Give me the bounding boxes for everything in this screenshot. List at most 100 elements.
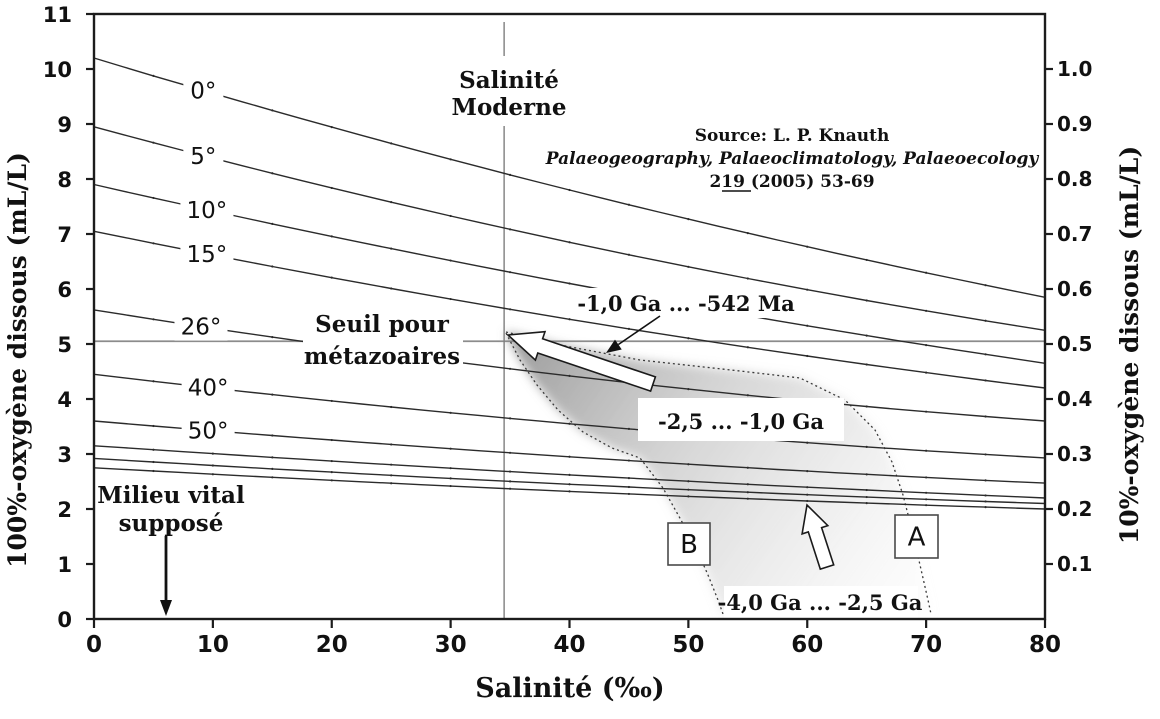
curve-point: [508, 367, 512, 370]
curve-point: [806, 499, 809, 503]
curve-point: [330, 276, 333, 279]
y-right-tick-label: 0.3: [1057, 442, 1092, 466]
curve-point: [984, 453, 987, 456]
curve-point: [806, 441, 809, 444]
curve-point: [687, 480, 690, 483]
curve-label-gap: [181, 416, 235, 445]
y-left-tick-label: 4: [57, 388, 72, 412]
curve-point: [271, 476, 274, 479]
curve-point: [330, 235, 333, 238]
curve-point: [330, 459, 333, 463]
curve-point: [152, 424, 155, 428]
y-right-tick-label: 0.9: [1057, 112, 1092, 136]
curve-point: [984, 415, 987, 418]
curve-point: [568, 282, 571, 285]
temperature-curve-50°: [93, 420, 1046, 484]
temperature-label: 50°: [188, 418, 229, 444]
curve-point: [211, 473, 214, 476]
x-tick-label: 10: [197, 632, 229, 658]
curve-point: [568, 483, 571, 486]
y-axis-title-left: 100%-oxygène dissous (mL/L): [3, 152, 32, 568]
modern-salinity-label: Salinité: [459, 67, 559, 94]
curve-point: [508, 480, 512, 483]
zone-letter-B: B: [680, 530, 698, 560]
curve-point: [449, 297, 452, 301]
assumed-habitat-label: supposé: [119, 510, 224, 537]
curve-point: [152, 469, 155, 473]
curve-point: [508, 228, 512, 231]
curve-point: [984, 379, 987, 382]
curve-point: [687, 265, 690, 268]
curve-point: [449, 411, 452, 414]
curve-point: [687, 488, 690, 491]
zone-letter-A: A: [908, 523, 926, 553]
temperature-curve-0°: [93, 57, 1046, 298]
curve-point: [390, 142, 393, 145]
curve-point: [390, 474, 393, 477]
curve-point: [687, 463, 690, 466]
metazoan-threshold-label-bg: [303, 306, 463, 370]
curve-point: [449, 477, 452, 480]
curve-point: [984, 500, 987, 503]
curve-point: [271, 434, 274, 437]
shaded-evolution-region: [505, 331, 932, 615]
curve-point: [152, 196, 155, 200]
curve-point: [865, 405, 868, 408]
curve-point: [925, 476, 928, 479]
curve-label-gap: [174, 312, 228, 341]
era-label-bg: [578, 288, 794, 318]
temperature-label: 26°: [181, 315, 222, 341]
curve-point: [568, 455, 571, 458]
curve-point: [211, 464, 214, 467]
modern-salinity-label-bg: [456, 56, 562, 126]
curve-point: [746, 346, 749, 349]
x-tick-label: 50: [672, 632, 704, 658]
x-tick-label: 30: [435, 632, 467, 658]
curve-point: [508, 470, 512, 473]
curve-point: [271, 335, 274, 339]
curve-point: [449, 447, 452, 450]
curve-point: [330, 125, 333, 129]
curve-point: [330, 471, 333, 474]
y-right-tick-label: 0.1: [1057, 552, 1092, 576]
axes: 0 1 2 3 4 5 6 7 8 9 10 11 0 10 20 30 40 50 60 70 80 0.1 0.2 0.3…: [3, 3, 1144, 704]
curve-point: [627, 253, 631, 256]
curve-point: [925, 491, 928, 494]
curve-point: [984, 506, 987, 509]
era-pointer-head: [606, 339, 622, 353]
curve-point: [865, 334, 868, 337]
curve-point: [746, 497, 749, 500]
curve-point: [865, 299, 868, 302]
era-pointer-line: [617, 315, 661, 346]
curve-point: [390, 287, 393, 290]
curve-point: [925, 309, 928, 312]
curve-point: [925, 410, 928, 413]
curve-point: [390, 482, 393, 485]
curve-label-gap: [181, 373, 235, 402]
temperature-curve-10°: [93, 183, 1046, 364]
curve-point: [449, 484, 452, 488]
y-right-tick-label: 1.0: [1057, 57, 1092, 81]
curve-point: [390, 201, 393, 204]
y-axis-title-right: 10%-oxygène dissous (mL/L): [1115, 146, 1144, 544]
y-right-tick-label: 0.6: [1057, 277, 1092, 301]
source-line-1: Source: L. P. Knauth: [695, 126, 890, 146]
curve-point: [865, 488, 868, 492]
zone-box-B: [667, 522, 711, 566]
y-left-tick-label: 6: [57, 278, 72, 302]
y-left-tick-label: 5: [57, 333, 72, 357]
curve-point: [746, 491, 749, 494]
curve-point: [865, 495, 868, 499]
curve-point: [152, 242, 155, 245]
curve-point: [330, 479, 333, 482]
y-left-tick-label: 9: [57, 113, 72, 137]
era-label-bg: [638, 398, 844, 441]
curve-labels: 0° 5° 10° 15° 26° 40° 50°: [174, 76, 235, 445]
curve-point: [925, 504, 928, 507]
curve-point: [627, 427, 631, 430]
curve-point: [152, 460, 155, 464]
curve-point: [390, 247, 393, 250]
y-left-tick-label: 11: [43, 3, 72, 27]
